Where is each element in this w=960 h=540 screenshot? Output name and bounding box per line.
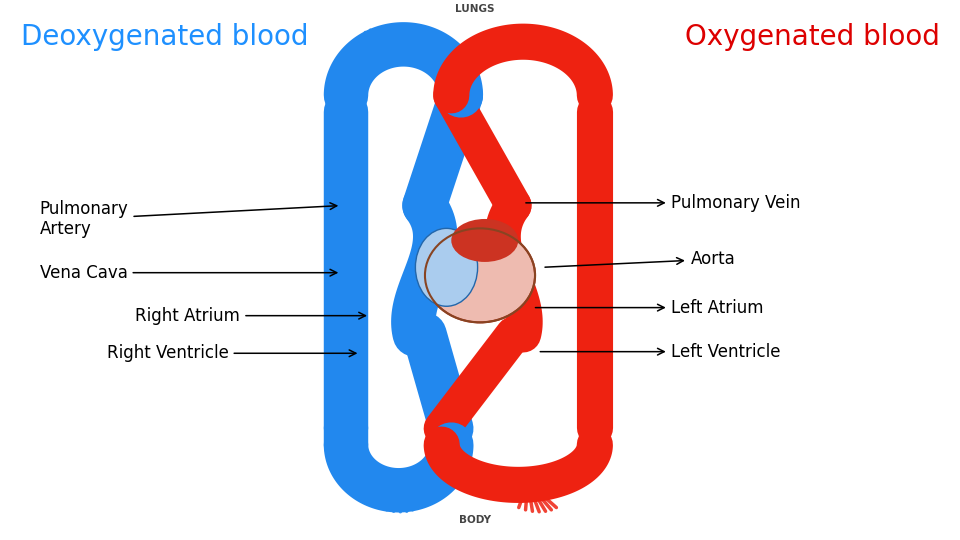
- Text: Deoxygenated blood: Deoxygenated blood: [20, 23, 308, 51]
- Text: Pulmonary Vein: Pulmonary Vein: [526, 194, 801, 212]
- Text: Left Ventricle: Left Ventricle: [540, 343, 780, 361]
- Text: Right Atrium: Right Atrium: [135, 307, 366, 325]
- Text: Oxygenated blood: Oxygenated blood: [684, 23, 940, 51]
- Text: BODY: BODY: [459, 515, 492, 525]
- Ellipse shape: [416, 228, 478, 306]
- Text: LUNGS: LUNGS: [455, 4, 495, 15]
- Ellipse shape: [425, 228, 535, 322]
- Ellipse shape: [451, 219, 518, 262]
- Text: Vena Cava: Vena Cava: [39, 264, 337, 282]
- Text: Left Atrium: Left Atrium: [536, 299, 764, 316]
- Text: Aorta: Aorta: [545, 250, 735, 268]
- Text: Pulmonary
Artery: Pulmonary Artery: [39, 200, 337, 238]
- Text: Right Ventricle: Right Ventricle: [107, 345, 356, 362]
